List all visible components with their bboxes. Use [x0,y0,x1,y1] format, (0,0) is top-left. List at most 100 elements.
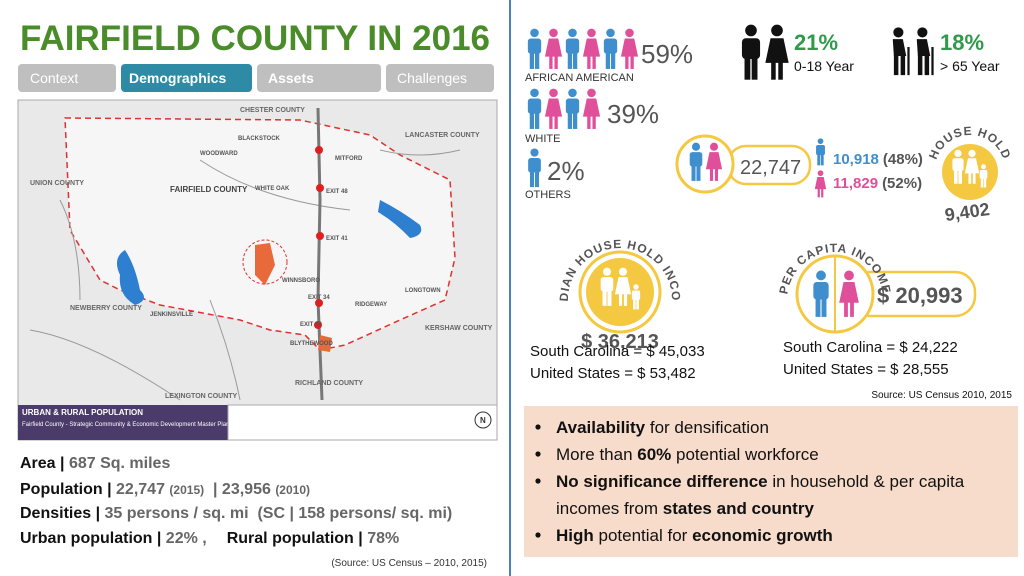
age-percent: 18% [940,30,984,55]
stat-value: 22% , [166,530,207,547]
stat-label: Population | [20,481,116,498]
map-label: FAIRFIELD COUNTY [170,185,248,194]
tab-label[interactable]: Challenges [397,70,467,86]
bullet-line: Availability for densification [556,418,769,437]
bullet-text: in household & per capita [768,472,965,491]
map-label: KERSHAW COUNTY [425,325,493,332]
summary-box [524,406,1018,557]
tab-active[interactable] [121,64,252,92]
bullet-text: states and country [663,499,815,518]
bullet-text: potential workforce [671,445,818,464]
tab-label[interactable]: Demographics [129,70,226,86]
comparison: South Carolina = $ 24,222 [783,339,958,356]
male-count: 10,918 (48%) [833,151,923,168]
age: 21% 0-18 Year 18% > 65 Year [741,24,1000,80]
bullet-line: No significance difference in household … [556,472,965,491]
map-label: RIDGEWAY [355,302,387,308]
stat-value: 35 persons / sq. mi (SC | 158 persons/ s… [105,505,453,522]
population-total: 22,747 [740,157,801,179]
source: Source: US Census 2010, 2015 [871,390,1012,401]
tab[interactable] [386,64,494,92]
stats-source: (Source: US Census – 2010, 2015) [331,558,487,569]
female-count: 11,829 (52%) [833,175,922,192]
race-percent: 59% [641,39,693,69]
tab-label[interactable]: Context [30,70,78,86]
bullet-text: 60% [637,445,671,464]
stat-note: (2010) [275,483,310,497]
stat-label: Densities | [20,505,105,522]
male-value: 10,918 [833,151,879,168]
bullet-line: More than 60% potential workforce [556,445,819,464]
map-label: LONGTOWN [405,288,441,294]
map-label: LANCASTER COUNTY [405,132,480,139]
tab[interactable] [257,64,381,92]
race-label: AFRICAN AMERICAN [525,72,634,84]
bullet-text: No significance difference [556,472,768,491]
per-capita-income: PER CAPITA INCOME $ 20,993 South Carolin… [776,241,977,378]
age-percent: 21% [794,30,838,55]
age-label: > 65 Year [940,58,1000,74]
map-caption-text: Fairfield County - Strategic Community &… [22,422,306,428]
household: HOUSE HOLD 9,402 [926,124,1013,225]
stat-label: Area | [20,455,69,472]
household-count: 9,402 [943,199,990,225]
map-label: EXIT 48 [326,189,348,195]
stat-note: (2015) [169,483,204,497]
map-label: JENKINSVILLE [150,312,193,318]
map-label: NEWBERRY COUNTY [70,305,142,312]
bullet-dot [535,478,541,484]
median-value: $ 36,213 [581,331,659,353]
female-share: (52%) [882,175,922,192]
map-label: BLYTHEWOOD [290,341,333,347]
map-label: WHITE OAK [255,186,290,192]
stat-label: Rural population | [227,530,367,547]
bullet-text: economic growth [692,526,833,545]
race-label: OTHERS [525,189,571,201]
title: FAIRFIELD COUNTY IN 2016 [20,19,490,58]
stats: Area | 687 Sq. miles Population | 22,747… [20,455,487,569]
race-percent: 2% [547,156,585,186]
stat-line: Urban population | 22% , Rural population… [20,530,399,547]
tab-label[interactable]: Assets [268,70,314,86]
female-value: 11,829 [833,175,878,192]
tab[interactable] [18,64,116,92]
bullet-dot [535,451,541,457]
map: URBAN & RURAL POPULATION Fairfield Count… [17,99,498,441]
map-label: MITFORD [335,156,363,162]
bullet-text: High [556,526,594,545]
bullets: Availability for densification More than … [535,418,965,545]
race-percent: 39% [607,99,659,129]
comparison: United States = $ 28,555 [783,361,949,378]
population: 22,747 10,918 (48%) 11,829 (52%) [675,134,923,198]
bullet-text: potential for [594,526,692,545]
race-label: WHITE [525,133,560,145]
map-label: RICHLAND COUNTY [295,380,363,387]
map-label: WOODWARD [200,151,238,157]
stat-value: 687 Sq. miles [69,455,170,472]
stat-value: | 23,956 [204,481,275,498]
bullet-line: High potential for economic growth [556,526,833,545]
bullet-line: incomes from states and country [556,499,814,518]
bullet-text: for densification [645,418,769,437]
map-label: EXIT 32 [300,322,322,328]
bullet-text: incomes from [556,499,663,518]
male-share: (48%) [883,151,923,168]
comparison: United States = $ 53,482 [530,365,696,382]
stat-value: 78% [367,530,399,547]
tabs: Context Demographics Assets Challenges [18,64,494,92]
comparison: South Carolina = $ 45,033 [530,343,705,360]
stat-line: Densities | 35 persons / sq. mi (SC | 15… [20,505,452,522]
bullet-text: Availability [556,418,646,437]
bullet-dot [535,424,541,430]
map-label: EXIT 41 [326,236,348,242]
stat-value: 22,747 [116,481,169,498]
map-label: UNION COUNTY [30,180,84,187]
map-label: BLACKSTOCK [238,136,281,142]
map-caption-title: URBAN & RURAL POPULATION [22,408,143,417]
svg-text:N: N [480,416,486,425]
race: 59% AFRICAN AMERICAN 39% WHITE 2% OTHERS [525,28,693,201]
bullet-dot [535,532,541,538]
age-label: 0-18 Year [794,58,854,74]
map-label: CHESTER COUNTY [240,107,305,114]
